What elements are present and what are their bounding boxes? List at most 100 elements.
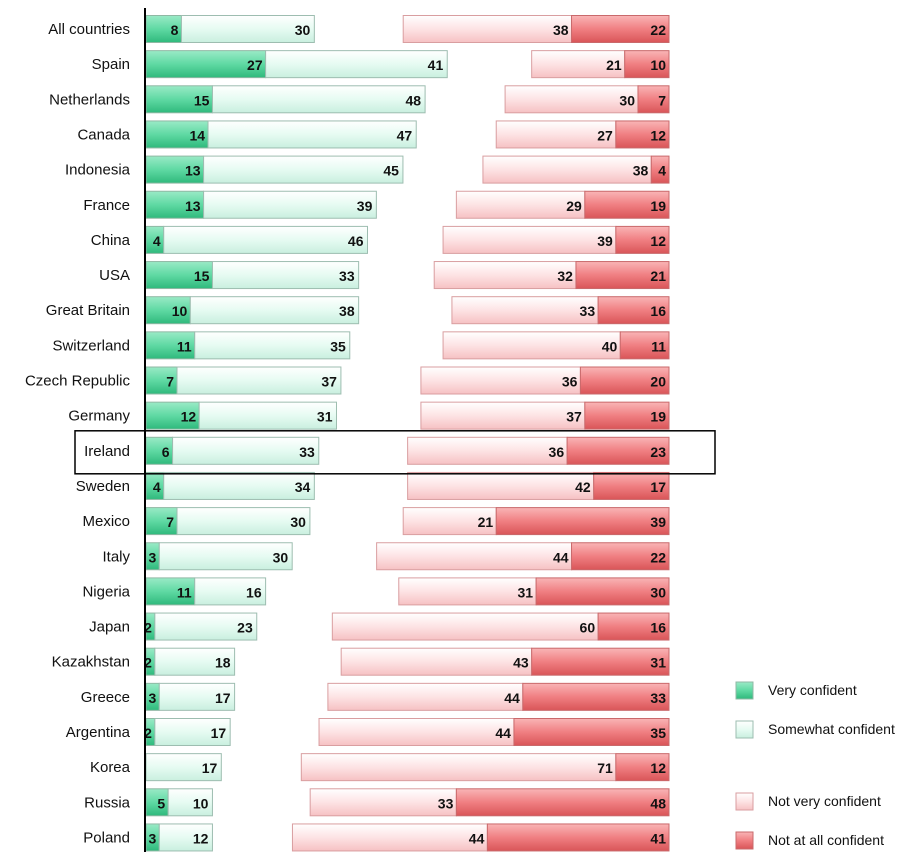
value-label-very-confident-ireland: 6 (162, 444, 170, 460)
value-label-very-confident-germany: 12 (181, 409, 197, 425)
value-label-somewhat-confident-mexico: 30 (290, 514, 306, 530)
value-label-not-at-all-confident-russia: 48 (650, 795, 666, 811)
bar-somewhat-confident-nigeria (194, 577, 267, 606)
value-label-not-very-confident-indonesia: 38 (633, 163, 649, 179)
value-label-not-at-all-confident-argentina: 35 (650, 725, 666, 741)
value-label-somewhat-confident-sweden: 34 (295, 479, 311, 495)
bar-not-at-all-confident-sweden (593, 471, 670, 500)
bar-not-very-confident-usa (433, 261, 577, 290)
bar-somewhat-confident-france (203, 190, 377, 219)
value-label-not-very-confident-germany: 37 (566, 409, 582, 425)
bar-not-very-confident-japan (331, 612, 599, 641)
bar-very-confident-indonesia (145, 155, 205, 184)
value-label-somewhat-confident-usa: 33 (339, 268, 355, 284)
value-label-very-confident-china: 4 (153, 233, 161, 249)
value-label-not-very-confident-netherlands: 30 (619, 92, 635, 108)
bar-somewhat-confident-ireland (172, 436, 320, 465)
value-label-somewhat-confident-indonesia: 45 (383, 163, 399, 179)
category-label-switzerland: Switzerland (52, 337, 130, 354)
value-label-not-at-all-confident-indonesia: 4 (658, 163, 666, 179)
bar-somewhat-confident-switzerland (194, 331, 351, 360)
value-label-not-very-confident-great-britain: 33 (580, 303, 596, 319)
value-label-not-very-confident-italy: 44 (553, 549, 569, 565)
value-label-very-confident-sweden: 4 (153, 479, 161, 495)
bar-somewhat-confident-indonesia (203, 155, 404, 184)
value-label-not-at-all-confident-sweden: 17 (650, 479, 666, 495)
category-label-ireland: Ireland (84, 443, 130, 460)
value-label-not-at-all-confident-all-countries: 22 (650, 22, 666, 38)
value-label-not-very-confident-spain: 21 (606, 57, 622, 73)
value-label-not-at-all-confident-spain: 10 (650, 57, 666, 73)
bar-not-at-all-confident-france (584, 190, 670, 219)
value-label-somewhat-confident-canada: 47 (397, 127, 413, 143)
bar-somewhat-confident-sweden (163, 471, 315, 500)
category-label-france: France (83, 197, 130, 214)
bar-not-at-all-confident-mexico (495, 507, 670, 536)
value-label-not-at-all-confident-greece: 33 (650, 690, 666, 706)
bar-not-very-confident-kazakhstan (340, 647, 533, 676)
value-label-somewhat-confident-japan: 23 (237, 620, 253, 636)
value-label-somewhat-confident-czech-republic: 37 (321, 374, 337, 390)
value-label-not-at-all-confident-kazakhstan: 31 (650, 655, 666, 671)
value-label-somewhat-confident-russia: 10 (193, 795, 209, 811)
bar-not-at-all-confident-great-britain (597, 296, 670, 325)
bar-somewhat-confident-germany (198, 401, 337, 430)
value-label-somewhat-confident-all-countries: 30 (295, 22, 311, 38)
value-label-somewhat-confident-argentina: 17 (211, 725, 227, 741)
bar-not-at-all-confident-all-countries (571, 15, 670, 43)
value-label-not-very-confident-japan: 60 (580, 620, 596, 636)
value-label-very-confident-spain: 27 (247, 57, 263, 73)
category-label-nigeria: Nigeria (82, 583, 130, 600)
legend-swatch-not-at-all-confident (735, 831, 754, 850)
bar-not-very-confident-nigeria (398, 577, 537, 606)
legend-label-somewhat-confident: Somewhat confident (768, 721, 895, 737)
bar-not-very-confident-spain (531, 50, 626, 79)
category-label-korea: Korea (90, 759, 131, 776)
value-label-not-at-all-confident-korea: 12 (650, 760, 666, 776)
category-label-all-countries: All countries (48, 21, 130, 38)
value-label-very-confident-usa: 15 (194, 268, 210, 284)
bar-not-at-all-confident-czech-republic (579, 366, 670, 395)
value-label-very-confident-netherlands: 15 (194, 92, 210, 108)
value-label-not-at-all-confident-great-britain: 16 (650, 303, 666, 319)
bar-very-confident-usa (145, 261, 213, 290)
value-label-not-very-confident-china: 39 (597, 233, 613, 249)
value-label-not-very-confident-usa: 32 (557, 268, 573, 284)
highlight-box (74, 430, 716, 475)
bar-not-at-all-confident-netherlands (637, 85, 670, 114)
value-label-very-confident-switzerland: 11 (177, 338, 192, 354)
bar-somewhat-confident-greece (158, 682, 236, 711)
bar-not-at-all-confident-korea (615, 753, 670, 782)
bar-somewhat-confident-korea (145, 753, 222, 782)
value-label-not-very-confident-nigeria: 31 (518, 584, 534, 600)
value-label-somewhat-confident-greece: 17 (215, 690, 231, 706)
bar-somewhat-confident-japan (154, 612, 258, 641)
value-label-very-confident-indonesia: 13 (185, 163, 201, 179)
value-label-not-very-confident-all-countries: 38 (553, 22, 569, 38)
value-label-somewhat-confident-switzerland: 35 (330, 338, 346, 354)
value-label-not-at-all-confident-italy: 22 (650, 549, 666, 565)
value-label-very-confident-great-britain: 10 (172, 303, 188, 319)
bar-not-at-all-confident-switzerland (619, 331, 670, 360)
value-label-not-very-confident-argentina: 44 (495, 725, 511, 741)
category-label-canada: Canada (77, 126, 130, 143)
value-label-somewhat-confident-china: 46 (348, 233, 364, 249)
bar-not-very-confident-italy (376, 542, 573, 571)
value-label-not-at-all-confident-germany: 19 (650, 409, 666, 425)
category-label-usa: USA (99, 267, 130, 284)
bar-somewhat-confident-mexico (176, 507, 311, 536)
bar-not-very-confident-canada (495, 120, 617, 149)
value-label-very-confident-all-countries: 8 (171, 22, 179, 38)
bar-somewhat-confident-usa (211, 261, 360, 290)
value-label-not-at-all-confident-canada: 12 (650, 127, 666, 143)
bar-not-very-confident-switzerland (442, 331, 621, 360)
bar-not-very-confident-korea (300, 753, 617, 782)
category-label-italy: Italy (102, 548, 130, 565)
bar-not-very-confident-poland (291, 823, 488, 852)
value-label-not-very-confident-kazakhstan: 43 (513, 655, 529, 671)
category-label-china: China (91, 232, 131, 249)
bar-somewhat-confident-poland (158, 823, 213, 852)
value-label-not-very-confident-ireland: 36 (549, 444, 565, 460)
value-label-not-at-all-confident-poland: 41 (650, 830, 666, 846)
